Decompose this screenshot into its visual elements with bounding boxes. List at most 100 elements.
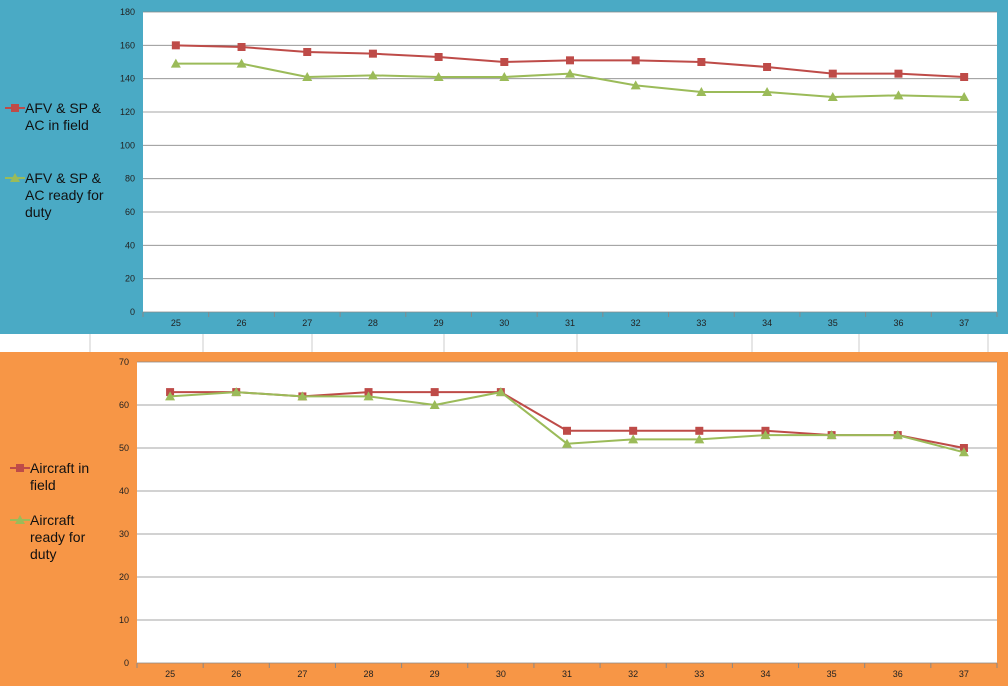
x-tick-label: 25	[165, 669, 175, 679]
marker	[959, 92, 970, 101]
marker	[500, 58, 509, 66]
sheet-strip	[0, 334, 1008, 352]
y-tick-label: 0	[124, 658, 129, 668]
x-tick-label: 36	[893, 318, 903, 328]
marker	[434, 53, 443, 61]
marker	[628, 434, 639, 444]
y-tick-label: 60	[125, 207, 135, 217]
marker	[433, 72, 444, 81]
y-tick-label: 20	[119, 572, 129, 582]
legend-swatch	[10, 515, 30, 524]
marker	[894, 69, 903, 78]
marker	[363, 391, 374, 401]
y-tick-label: 140	[120, 74, 135, 84]
marker	[694, 434, 705, 444]
x-tick-label: 34	[760, 669, 770, 679]
marker	[697, 58, 706, 66]
x-tick-label: 26	[237, 318, 247, 328]
chart-panel: 0 20 40 60 80 100 120 140 160 180 25 26 27 28 29 30 31 32…	[0, 0, 1008, 334]
y-tick-label: 30	[119, 529, 129, 539]
y-tick-label: 50	[119, 443, 129, 453]
marker	[231, 387, 242, 397]
x-tick-label: 37	[959, 318, 969, 328]
marker	[563, 426, 571, 435]
marker	[303, 48, 312, 56]
y-tick-label: 10	[119, 615, 129, 625]
marker	[237, 43, 246, 51]
legend-swatch	[10, 464, 30, 472]
y-tick-label: 0	[130, 307, 135, 317]
marker	[958, 447, 969, 457]
marker	[566, 56, 574, 65]
x-tick-label: 27	[302, 318, 312, 328]
x-tick-label: 36	[893, 669, 903, 679]
x-tick-label: 33	[696, 318, 706, 328]
marker	[165, 391, 176, 401]
x-tick-label: 37	[959, 669, 969, 679]
marker	[826, 430, 837, 440]
marker	[236, 58, 247, 68]
marker	[10, 173, 20, 182]
marker	[827, 92, 838, 101]
x-tick-label: 28	[368, 318, 378, 328]
x-tick-label: 32	[631, 318, 641, 328]
x-tick-label: 26	[231, 669, 241, 679]
x-tick-label: 25	[171, 318, 181, 328]
legend-item: AFV & SP & AC in field	[5, 100, 115, 134]
x-tick-label: 33	[694, 669, 704, 679]
marker	[892, 430, 903, 440]
sheet-grid	[89, 334, 989, 352]
legend-label: Aircraft in field	[30, 460, 90, 493]
marker	[171, 41, 180, 50]
marker	[367, 70, 378, 80]
marker	[565, 68, 575, 78]
marker	[16, 464, 24, 472]
marker	[763, 63, 772, 71]
y-tick-label: 80	[125, 174, 135, 184]
marker	[495, 387, 506, 397]
y-tick-label: 70	[119, 357, 129, 367]
x-tick-label: 35	[827, 669, 837, 679]
legend-label: AFV & SP & AC ready for duty	[25, 170, 104, 220]
marker	[629, 426, 638, 435]
legend-label: AFV & SP & AC in field	[25, 100, 101, 133]
marker	[762, 87, 773, 96]
y-tick-label: 40	[119, 486, 129, 496]
legend-swatch	[5, 104, 25, 112]
marker	[15, 515, 25, 524]
x-tick-label: 29	[434, 318, 444, 328]
marker	[960, 73, 969, 81]
legend-label: Aircraft ready for duty	[30, 512, 86, 562]
marker	[11, 104, 19, 112]
x-tick-label: 28	[364, 669, 374, 679]
chart-panel: 0 10 20 30 40 50 60 70 25 26 27 28 29 30 31 32 33 34 35 36 3…	[0, 352, 1008, 686]
marker	[893, 90, 904, 100]
x-tick-label: 31	[562, 669, 572, 679]
marker	[170, 58, 181, 68]
marker	[430, 388, 439, 397]
x-tick-label: 30	[499, 318, 509, 328]
legend-swatch	[5, 173, 25, 182]
x-tick-label: 30	[496, 669, 506, 679]
x-tick-label: 32	[628, 669, 638, 679]
chart: 0 10 20 30 40 50 60 70 25 26 27 28 29 30 31 32 33 34 35 36 3…	[119, 357, 998, 679]
y-tick-label: 180	[120, 7, 135, 17]
x-tick-label: 35	[828, 318, 838, 328]
marker	[302, 72, 313, 81]
marker	[760, 430, 771, 440]
marker	[562, 438, 572, 448]
marker	[695, 426, 704, 435]
y-tick-label: 60	[119, 400, 129, 410]
marker	[297, 391, 308, 401]
y-tick-label: 100	[120, 140, 135, 150]
legend-item: AFV & SP & AC ready for duty	[5, 170, 115, 221]
marker	[631, 56, 640, 65]
y-tick-label: 120	[120, 107, 135, 117]
marker	[630, 80, 641, 90]
y-tick-label: 20	[125, 274, 135, 284]
legend-item: Aircraft ready for duty	[10, 512, 102, 563]
x-tick-label: 34	[762, 318, 772, 328]
legend-item: Aircraft in field	[10, 460, 102, 494]
x-tick-label: 27	[297, 669, 307, 679]
